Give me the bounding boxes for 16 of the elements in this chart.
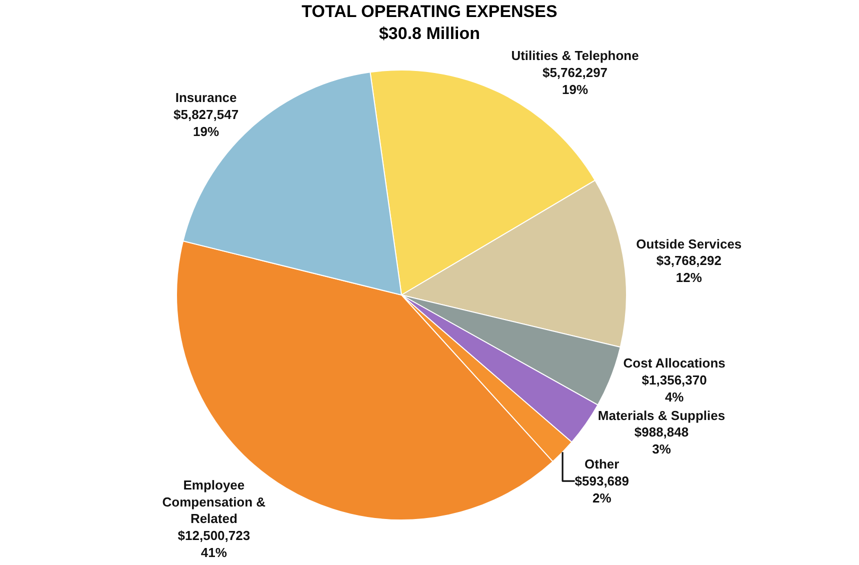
data-label: $12,500,723 41% (178, 528, 250, 560)
data-label: $3,768,292 12% (656, 253, 722, 286)
data-label: $988,848 3% (634, 424, 689, 457)
slice-label: Cost Allocations (623, 356, 726, 371)
slice-label: Other (584, 456, 620, 472)
slice-label: Employee Compensation & Related (162, 477, 266, 526)
slice-label: Materials & Supplies (598, 408, 726, 423)
chart-subtitle: $30.8 Million (378, 24, 480, 44)
data-label: $5,827,547 19% (173, 107, 239, 139)
slice-label: Utilities & Telephone (511, 48, 639, 63)
slice-label: Insurance (175, 90, 237, 106)
data-label: $5,762,297 19% (542, 64, 608, 97)
data-label: $1,356,370 4% (642, 372, 707, 404)
slice-label: Outside Services (636, 236, 742, 252)
data-label: $593,689 2% (574, 474, 629, 506)
chart-title: TOTAL OPERATING EXPENSES (302, 2, 558, 21)
